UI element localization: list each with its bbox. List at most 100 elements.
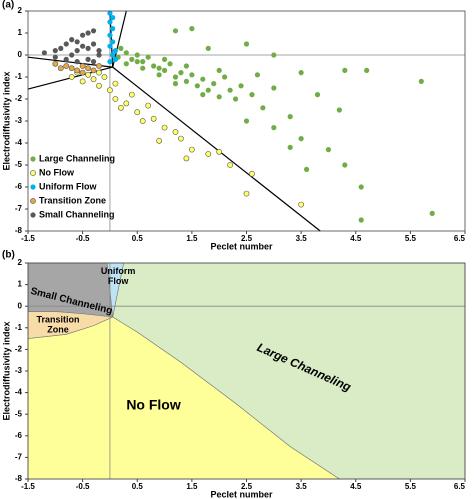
- y-tick-label: 0: [18, 50, 23, 59]
- data-point: [96, 69, 102, 76]
- data-point: [238, 83, 244, 89]
- data-point: [172, 28, 179, 34]
- data-point: [123, 61, 129, 67]
- data-point: [80, 32, 86, 38]
- data-point: [172, 81, 179, 87]
- data-point: [342, 162, 348, 168]
- data-point: [205, 151, 212, 157]
- x-tick-label: 5.5: [405, 482, 417, 491]
- plot-frame: [27, 262, 466, 480]
- data-point: [271, 125, 277, 131]
- data-point: [69, 37, 75, 43]
- data-point: [58, 45, 64, 52]
- data-point: [140, 65, 146, 71]
- data-point: [112, 96, 119, 102]
- data-point: [232, 96, 239, 102]
- data-point: [325, 147, 332, 153]
- y-tick-label: -1: [15, 323, 23, 332]
- y-tick-label: 1: [18, 28, 23, 37]
- y-tick-label: 2: [18, 6, 23, 15]
- data-point: [117, 104, 124, 111]
- x-tick-label: 1.5: [186, 234, 198, 243]
- data-point: [254, 72, 261, 78]
- data-point: [172, 129, 179, 135]
- data-point: [364, 67, 370, 73]
- data-point: [85, 45, 91, 52]
- data-point: [303, 166, 310, 172]
- data-point: [63, 56, 69, 63]
- data-point: [96, 48, 102, 54]
- data-point: [110, 26, 116, 32]
- data-point: [107, 32, 113, 38]
- data-point: [80, 43, 86, 49]
- x-tick-label: 2.5: [241, 482, 253, 491]
- legend-swatch: [30, 156, 36, 162]
- data-point: [107, 19, 113, 25]
- data-point: [227, 162, 234, 168]
- data-point: [85, 71, 91, 78]
- data-point: [156, 65, 162, 71]
- data-point: [243, 190, 250, 197]
- x-tick-label: -0.5: [76, 234, 90, 243]
- data-point: [139, 118, 146, 124]
- data-point: [96, 52, 102, 58]
- legend-swatch: [30, 212, 36, 218]
- data-point: [118, 45, 124, 52]
- data-point: [249, 92, 255, 98]
- panel: -8 -7 -6 -5 -4 -3 -2 -1 0 1 2 -1.5 -0.5 0.5 1.5 2.5 3.5 4…: [1, 250, 465, 499]
- legend-swatch: [30, 198, 36, 204]
- data-point: [85, 56, 91, 63]
- data-point: [90, 59, 97, 65]
- data-point: [52, 60, 59, 67]
- data-point: [140, 59, 146, 65]
- data-point: [112, 48, 118, 54]
- data-point: [63, 63, 70, 69]
- x-tick-label: 4.5: [350, 482, 362, 491]
- data-point: [358, 184, 364, 190]
- data-point: [161, 67, 168, 73]
- data-point: [167, 61, 173, 67]
- data-point: [156, 137, 162, 144]
- x-tick-label: 0.5: [132, 234, 144, 243]
- legend-swatch: [30, 170, 36, 176]
- data-point: [150, 115, 157, 122]
- data-point: [57, 65, 64, 72]
- data-point: [90, 76, 97, 83]
- data-point: [63, 41, 69, 47]
- data-point: [101, 74, 108, 80]
- data-point: [156, 72, 162, 78]
- data-point: [298, 136, 304, 142]
- x-tick-label: 5.5: [405, 234, 417, 243]
- data-point: [243, 118, 250, 124]
- y-tick-label: -5: [15, 409, 23, 418]
- x-tick-label: 4.5: [350, 234, 362, 243]
- data-point: [128, 91, 135, 98]
- y-tick-label: -2: [15, 94, 23, 103]
- data-point: [189, 26, 195, 32]
- data-point: [178, 135, 184, 142]
- data-point: [90, 67, 97, 74]
- data-point: [172, 74, 179, 80]
- data-point: [110, 52, 116, 58]
- x-axis-label: Peclet number: [210, 241, 273, 251]
- data-point: [227, 87, 233, 93]
- data-point: [107, 43, 113, 49]
- data-point: [110, 39, 116, 45]
- data-point: [183, 63, 190, 69]
- data-point: [112, 80, 119, 87]
- data-point: [298, 70, 304, 76]
- y-axis-label: Electrodiffusivity index: [1, 321, 11, 420]
- data-point: [107, 10, 113, 16]
- data-point: [68, 74, 75, 80]
- data-point: [249, 170, 255, 177]
- data-point: [418, 78, 424, 84]
- data-point: [74, 39, 80, 45]
- x-tick-label: -1.5: [21, 234, 35, 243]
- legend-label: Uniform Flow: [39, 181, 97, 191]
- data-point: [342, 67, 348, 73]
- data-point: [211, 81, 217, 87]
- x-tick-label: 0.5: [132, 482, 144, 491]
- data-point: [107, 87, 113, 94]
- data-point: [194, 83, 200, 89]
- data-point: [74, 59, 80, 65]
